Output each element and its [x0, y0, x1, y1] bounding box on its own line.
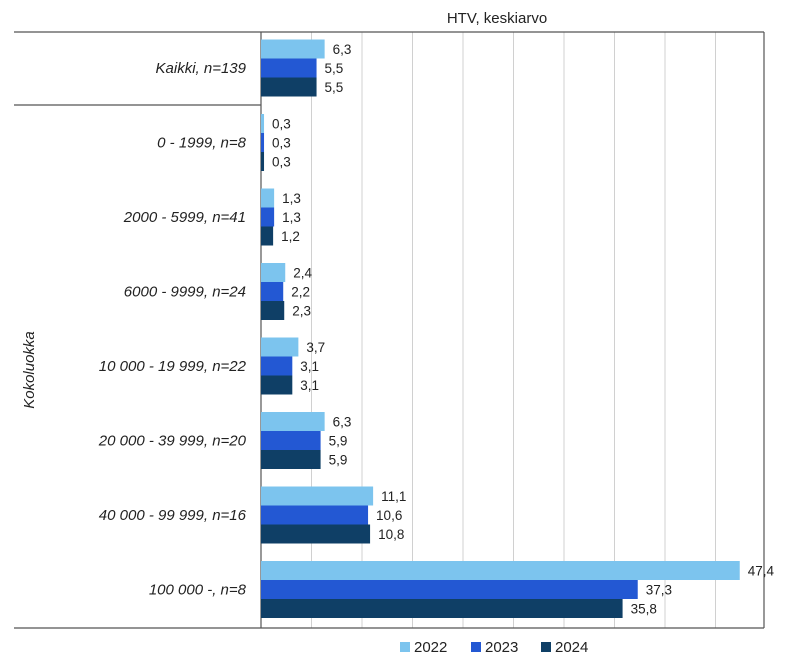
bar-2022 — [261, 188, 275, 208]
bar-2023 — [261, 431, 321, 450]
bar-2024 — [261, 152, 265, 171]
data-label: 2,2 — [291, 285, 310, 300]
data-label: 0,3 — [272, 136, 291, 151]
category-tick-label: 20 000 - 39 999, n=20 — [98, 433, 247, 450]
legend-swatch-2023 — [471, 642, 481, 652]
data-label: 3,1 — [300, 378, 319, 393]
category-tick-label: 0 - 1999, n=8 — [157, 135, 246, 152]
bar-2022 — [261, 412, 325, 431]
bar-2024 — [261, 301, 285, 320]
category-tick-label: 100 000 -, n=8 — [149, 582, 247, 599]
category-tick-labels: Kaikki, n=139 0 - 1999, n=8 2000 - 5999, n… — [98, 60, 247, 599]
bar-2024 — [261, 375, 293, 395]
data-label: 35,8 — [631, 602, 657, 617]
bar-2023 — [261, 58, 317, 78]
data-label: 37,3 — [646, 583, 672, 598]
bar-2024 — [261, 226, 274, 246]
y-axis-title: Kokoluokka — [21, 331, 38, 409]
data-label: 6,3 — [333, 415, 352, 430]
bar-2022 — [261, 114, 265, 133]
data-label: 5,9 — [329, 453, 348, 468]
data-label: 0,3 — [272, 117, 291, 132]
category-tick-label: 6000 - 9999, n=24 — [124, 284, 246, 301]
bar-2023 — [261, 133, 265, 152]
bar-2023 — [261, 580, 638, 599]
bar-2022 — [261, 263, 286, 282]
bar-2022 — [261, 39, 325, 59]
legend-label: 2024 — [555, 639, 588, 656]
legend: 2022 2023 2024 — [400, 639, 588, 656]
data-label: 10,8 — [378, 527, 404, 542]
data-label: 0,3 — [272, 155, 291, 170]
bar-2023 — [261, 207, 275, 227]
legend-label: 2023 — [485, 639, 518, 656]
chart-title: HTV, keskiarvo — [447, 10, 547, 27]
data-label: 3,1 — [300, 359, 319, 374]
data-label: 2,3 — [292, 304, 311, 319]
legend-label: 2022 — [414, 639, 447, 656]
data-label: 1,3 — [282, 210, 301, 225]
legend-swatch-2022 — [400, 642, 410, 652]
data-label: 1,2 — [281, 229, 300, 244]
data-label: 6,3 — [333, 42, 352, 57]
data-label: 5,5 — [325, 80, 344, 95]
bar-2023 — [261, 505, 369, 525]
gridlines — [311, 32, 716, 628]
category-tick-label: Kaikki, n=139 — [156, 60, 247, 77]
legend-swatch-2024 — [541, 642, 551, 652]
category-tick-label: 40 000 - 99 999, n=16 — [99, 507, 247, 524]
bar-2023 — [261, 282, 284, 301]
bar-2024 — [261, 77, 317, 97]
bar-2024 — [261, 524, 371, 544]
data-label: 1,3 — [282, 191, 301, 206]
data-label: 10,6 — [376, 508, 402, 523]
data-labels: 6,3 5,5 5,5 0,3 0,3 0,3 1,3 1,3 1,2 2,4 2,2 2,3 3,7 3… — [272, 42, 774, 617]
bar-2024 — [261, 599, 623, 618]
data-label: 5,9 — [329, 434, 348, 449]
bar-2022 — [261, 561, 740, 580]
bar-2022 — [261, 486, 374, 506]
bar-2023 — [261, 356, 293, 376]
bar-2024 — [261, 450, 321, 469]
bars — [261, 39, 740, 618]
data-label: 2,4 — [293, 266, 312, 281]
bar-2022 — [261, 337, 299, 357]
category-tick-label: 2000 - 5999, n=41 — [123, 209, 246, 226]
category-tick-label: 10 000 - 19 999, n=22 — [99, 358, 247, 375]
data-label: 5,5 — [325, 61, 344, 76]
data-label: 3,7 — [306, 340, 325, 355]
data-label: 47,4 — [748, 564, 775, 579]
data-label: 11,1 — [381, 489, 406, 504]
